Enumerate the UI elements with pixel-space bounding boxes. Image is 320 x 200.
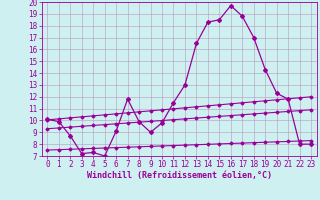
- X-axis label: Windchill (Refroidissement éolien,°C): Windchill (Refroidissement éolien,°C): [87, 171, 272, 180]
